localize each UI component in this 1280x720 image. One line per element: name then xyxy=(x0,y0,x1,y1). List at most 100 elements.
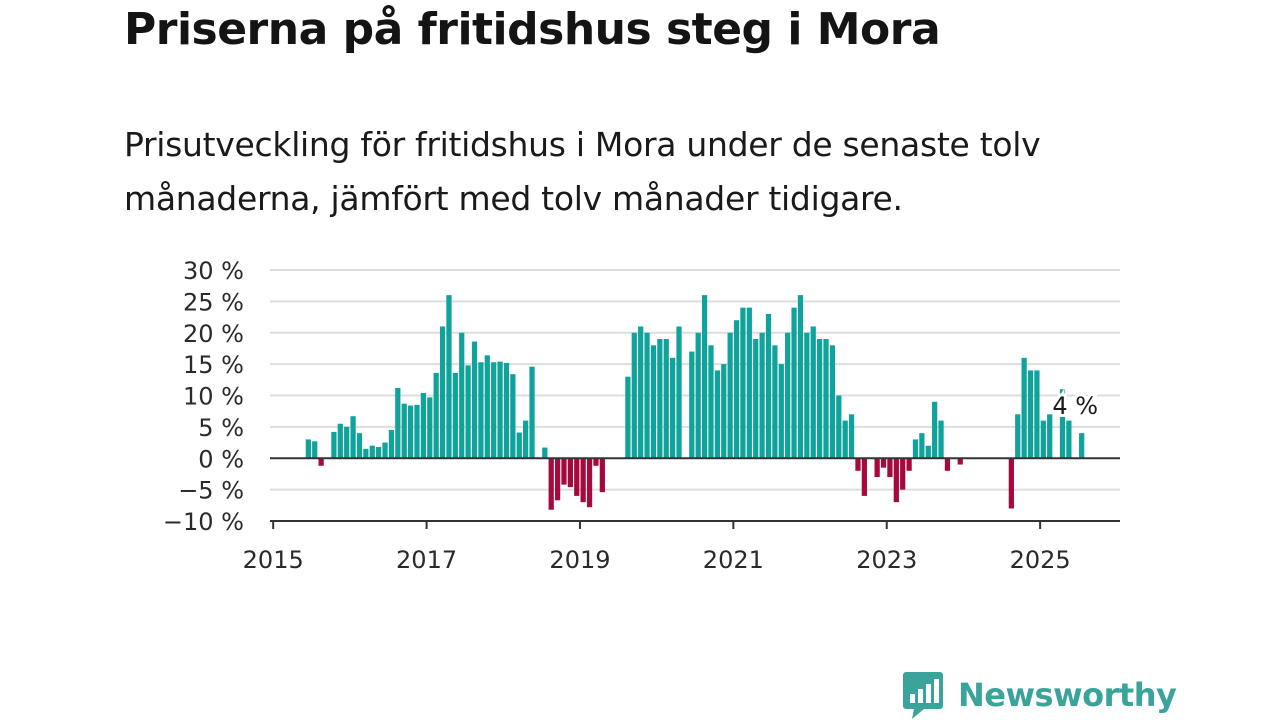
bar xyxy=(471,341,478,459)
bar xyxy=(957,458,963,465)
bar xyxy=(465,365,471,459)
bar xyxy=(542,447,548,459)
bar xyxy=(363,448,369,459)
bar xyxy=(900,458,906,490)
y-tick-label: 30 % xyxy=(183,257,244,285)
y-tick-label: 20 % xyxy=(183,320,244,348)
x-tick-label: 2025 xyxy=(1010,546,1071,574)
bar xyxy=(331,431,337,459)
bar xyxy=(312,441,318,459)
bar xyxy=(638,326,644,459)
bar xyxy=(746,307,752,459)
brand-name: Newsworthy xyxy=(958,676,1177,714)
bar xyxy=(478,362,484,459)
x-tick-label: 2019 xyxy=(549,546,610,574)
bar xyxy=(695,332,701,459)
bar xyxy=(395,387,401,459)
bar xyxy=(912,439,919,459)
bar xyxy=(701,295,708,459)
annotation-label: 4 % xyxy=(1052,392,1098,420)
bar xyxy=(388,430,395,459)
bar xyxy=(721,364,727,459)
y-tick-label: 15 % xyxy=(183,351,244,379)
bar xyxy=(523,420,529,459)
bar xyxy=(1040,420,1046,459)
bar xyxy=(925,445,931,459)
bar xyxy=(740,307,746,459)
bar xyxy=(586,458,593,508)
bar xyxy=(778,364,784,459)
bar xyxy=(625,376,631,459)
bar xyxy=(880,458,887,468)
bar xyxy=(344,426,350,459)
x-tick-label: 2017 xyxy=(396,546,457,574)
bar xyxy=(382,442,388,459)
bar xyxy=(842,420,848,459)
bar xyxy=(676,326,682,459)
bar xyxy=(580,458,586,503)
bar xyxy=(791,307,797,459)
bar xyxy=(1008,458,1014,509)
bar xyxy=(932,401,938,459)
bar xyxy=(938,420,944,459)
bar xyxy=(1066,420,1072,459)
bars xyxy=(305,295,1085,510)
bar xyxy=(689,351,695,459)
bar xyxy=(759,332,765,459)
bar xyxy=(599,458,605,493)
bar xyxy=(631,332,637,459)
bar xyxy=(554,458,561,501)
bar xyxy=(1021,357,1027,459)
bar xyxy=(810,326,816,459)
bar xyxy=(1059,389,1066,459)
bar xyxy=(823,339,829,459)
bar xyxy=(376,446,382,459)
bar xyxy=(414,404,420,459)
bar xyxy=(836,395,842,459)
bar xyxy=(459,332,465,459)
bar xyxy=(491,362,497,459)
axes xyxy=(270,457,1120,529)
bar xyxy=(657,339,663,459)
bar xyxy=(797,295,804,459)
bar xyxy=(848,414,855,459)
newsworthy-logo-icon xyxy=(903,672,943,719)
brand-logo: Newsworthy xyxy=(902,670,1177,720)
bar xyxy=(727,332,733,459)
bar xyxy=(804,332,810,459)
bar xyxy=(529,366,535,459)
y-tick-label: 5 % xyxy=(198,414,244,442)
bar xyxy=(401,403,407,459)
bar xyxy=(765,313,772,459)
x-tick-label: 2015 xyxy=(243,546,304,574)
bar xyxy=(708,345,714,459)
bar xyxy=(1047,414,1053,459)
bar xyxy=(356,433,363,459)
bar xyxy=(567,458,573,488)
bar xyxy=(906,458,912,471)
bar xyxy=(644,332,650,459)
bar xyxy=(420,392,427,459)
y-tick-label: 25 % xyxy=(183,288,244,316)
bar xyxy=(452,372,458,459)
bar xyxy=(593,458,599,466)
bar xyxy=(1015,414,1021,459)
bar xyxy=(318,458,324,466)
x-tick-label: 2021 xyxy=(703,546,764,574)
bar xyxy=(670,357,676,459)
bar xyxy=(861,458,867,496)
bar xyxy=(753,339,759,459)
bar xyxy=(369,445,375,459)
bar xyxy=(817,339,823,459)
bar xyxy=(510,374,516,459)
bar xyxy=(433,372,439,459)
y-tick-label: 10 % xyxy=(183,383,244,411)
bar xyxy=(516,432,522,459)
bar xyxy=(829,345,836,459)
chart-title: Priserna på fritidshus steg i Mora xyxy=(124,4,941,55)
labels: −10 % −5 % 0 % 5 % 10 % 15 % 20 % 25 % 30 % 2015 2… xyxy=(163,257,1101,574)
bar xyxy=(733,320,740,459)
bar xyxy=(484,355,490,459)
bar xyxy=(446,295,452,459)
bar xyxy=(548,458,554,510)
